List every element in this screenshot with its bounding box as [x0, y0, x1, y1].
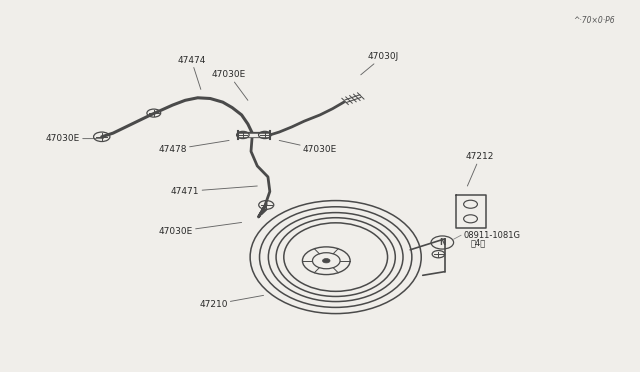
- Text: 47030E: 47030E: [279, 140, 337, 154]
- Text: 08911-1081G: 08911-1081G: [463, 231, 520, 240]
- Text: N: N: [439, 238, 445, 247]
- Text: 47030E: 47030E: [45, 134, 104, 143]
- Text: 47030J: 47030J: [361, 52, 398, 75]
- Text: （4）: （4）: [470, 238, 486, 247]
- Text: 47212: 47212: [466, 153, 494, 186]
- Circle shape: [323, 259, 330, 263]
- Text: 47030E: 47030E: [159, 222, 242, 236]
- Text: 47478: 47478: [158, 140, 229, 154]
- Text: 47474: 47474: [177, 56, 205, 89]
- Text: 47471: 47471: [171, 186, 257, 196]
- Text: 47210: 47210: [199, 295, 264, 309]
- Text: 47030E: 47030E: [212, 70, 248, 100]
- Text: ^·70×0·P6: ^·70×0·P6: [573, 16, 615, 25]
